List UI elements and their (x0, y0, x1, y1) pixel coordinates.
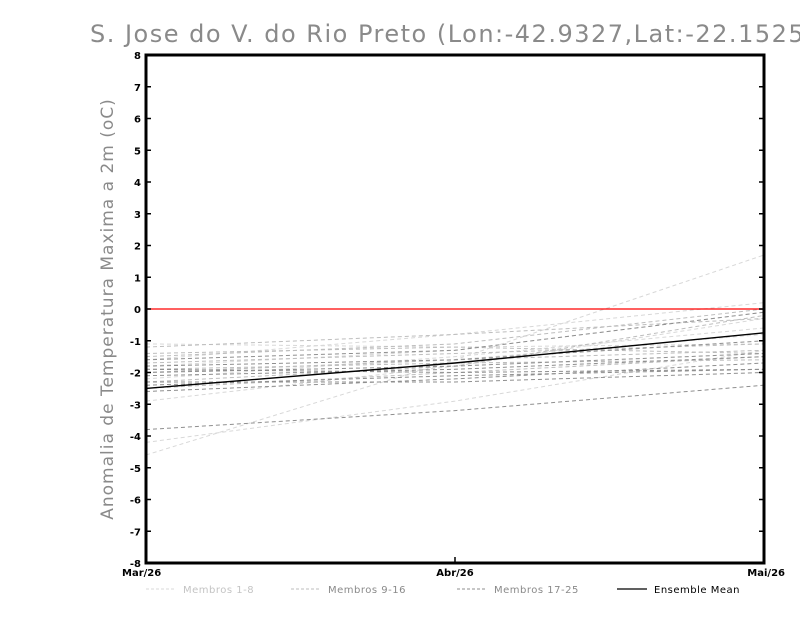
member-line-12 (145, 343, 765, 364)
y-tick-label: -1 (130, 337, 141, 348)
legend: Membros 1-8 Membros 9-16 Membros 17-25 Ense… (146, 585, 740, 596)
member-line-20 (145, 311, 765, 361)
y-tick-label: -6 (130, 496, 141, 507)
legend-label: Ensemble Mean (654, 585, 740, 596)
y-tick-label: -2 (130, 369, 141, 380)
member-line-17 (145, 384, 765, 431)
y-tick-label: 8 (134, 51, 141, 62)
x-tick-label: Mai/26 (747, 568, 785, 579)
y-tick-label: -7 (130, 527, 141, 538)
y-tick-label: 1 (134, 273, 141, 284)
legend-label: Membros 17-25 (494, 585, 579, 596)
member-line-15 (145, 318, 765, 348)
series-lines (145, 254, 765, 456)
member-line-23 (145, 353, 765, 373)
legend-label: Membros 1-8 (183, 585, 254, 596)
y-tick-label: 5 (134, 146, 141, 157)
y-tick-label: -5 (130, 464, 141, 475)
y-tick-label: 3 (134, 210, 141, 221)
y-tick-label: -3 (130, 400, 141, 411)
y-tick-label: 7 (134, 83, 141, 94)
ensemble-mean-line (145, 332, 765, 390)
member-line-18 (145, 368, 765, 374)
member-line-3 (145, 349, 765, 443)
legend-label: Membros 9-16 (328, 585, 406, 596)
axes: -8 -7 -6 -5 -4 -3 -2 -1 0 1 2 3 4 5 6 7 8 Mar/26 Abr/26 Mai… (122, 51, 785, 579)
chart-title: S. Jose do V. do Rio Preto (Lon:-42.9327… (90, 20, 800, 48)
member-line-24 (145, 340, 765, 367)
y-tick-label: 4 (134, 178, 141, 189)
member-line-21 (145, 356, 765, 377)
y-tick-label: -8 (130, 559, 141, 570)
member-line-22 (145, 368, 765, 386)
y-tick-label: 2 (134, 242, 141, 253)
member-line-1 (145, 254, 765, 456)
member-line-9 (145, 346, 765, 354)
member-line-8 (145, 311, 765, 367)
x-tick-label: Mar/26 (122, 568, 161, 579)
y-axis-label: Anomalia de Temperatura Maxima a 2m (oC) (98, 98, 118, 520)
member-line-10 (145, 308, 765, 358)
y-tick-label: 0 (134, 305, 141, 316)
member-line-19 (146, 372, 765, 383)
member-line-25 (145, 362, 765, 392)
member-line-7 (145, 327, 765, 380)
y-tick-label: -4 (130, 432, 141, 443)
y-tick-label: 6 (134, 115, 141, 126)
x-tick-label: Abr/26 (436, 568, 473, 579)
